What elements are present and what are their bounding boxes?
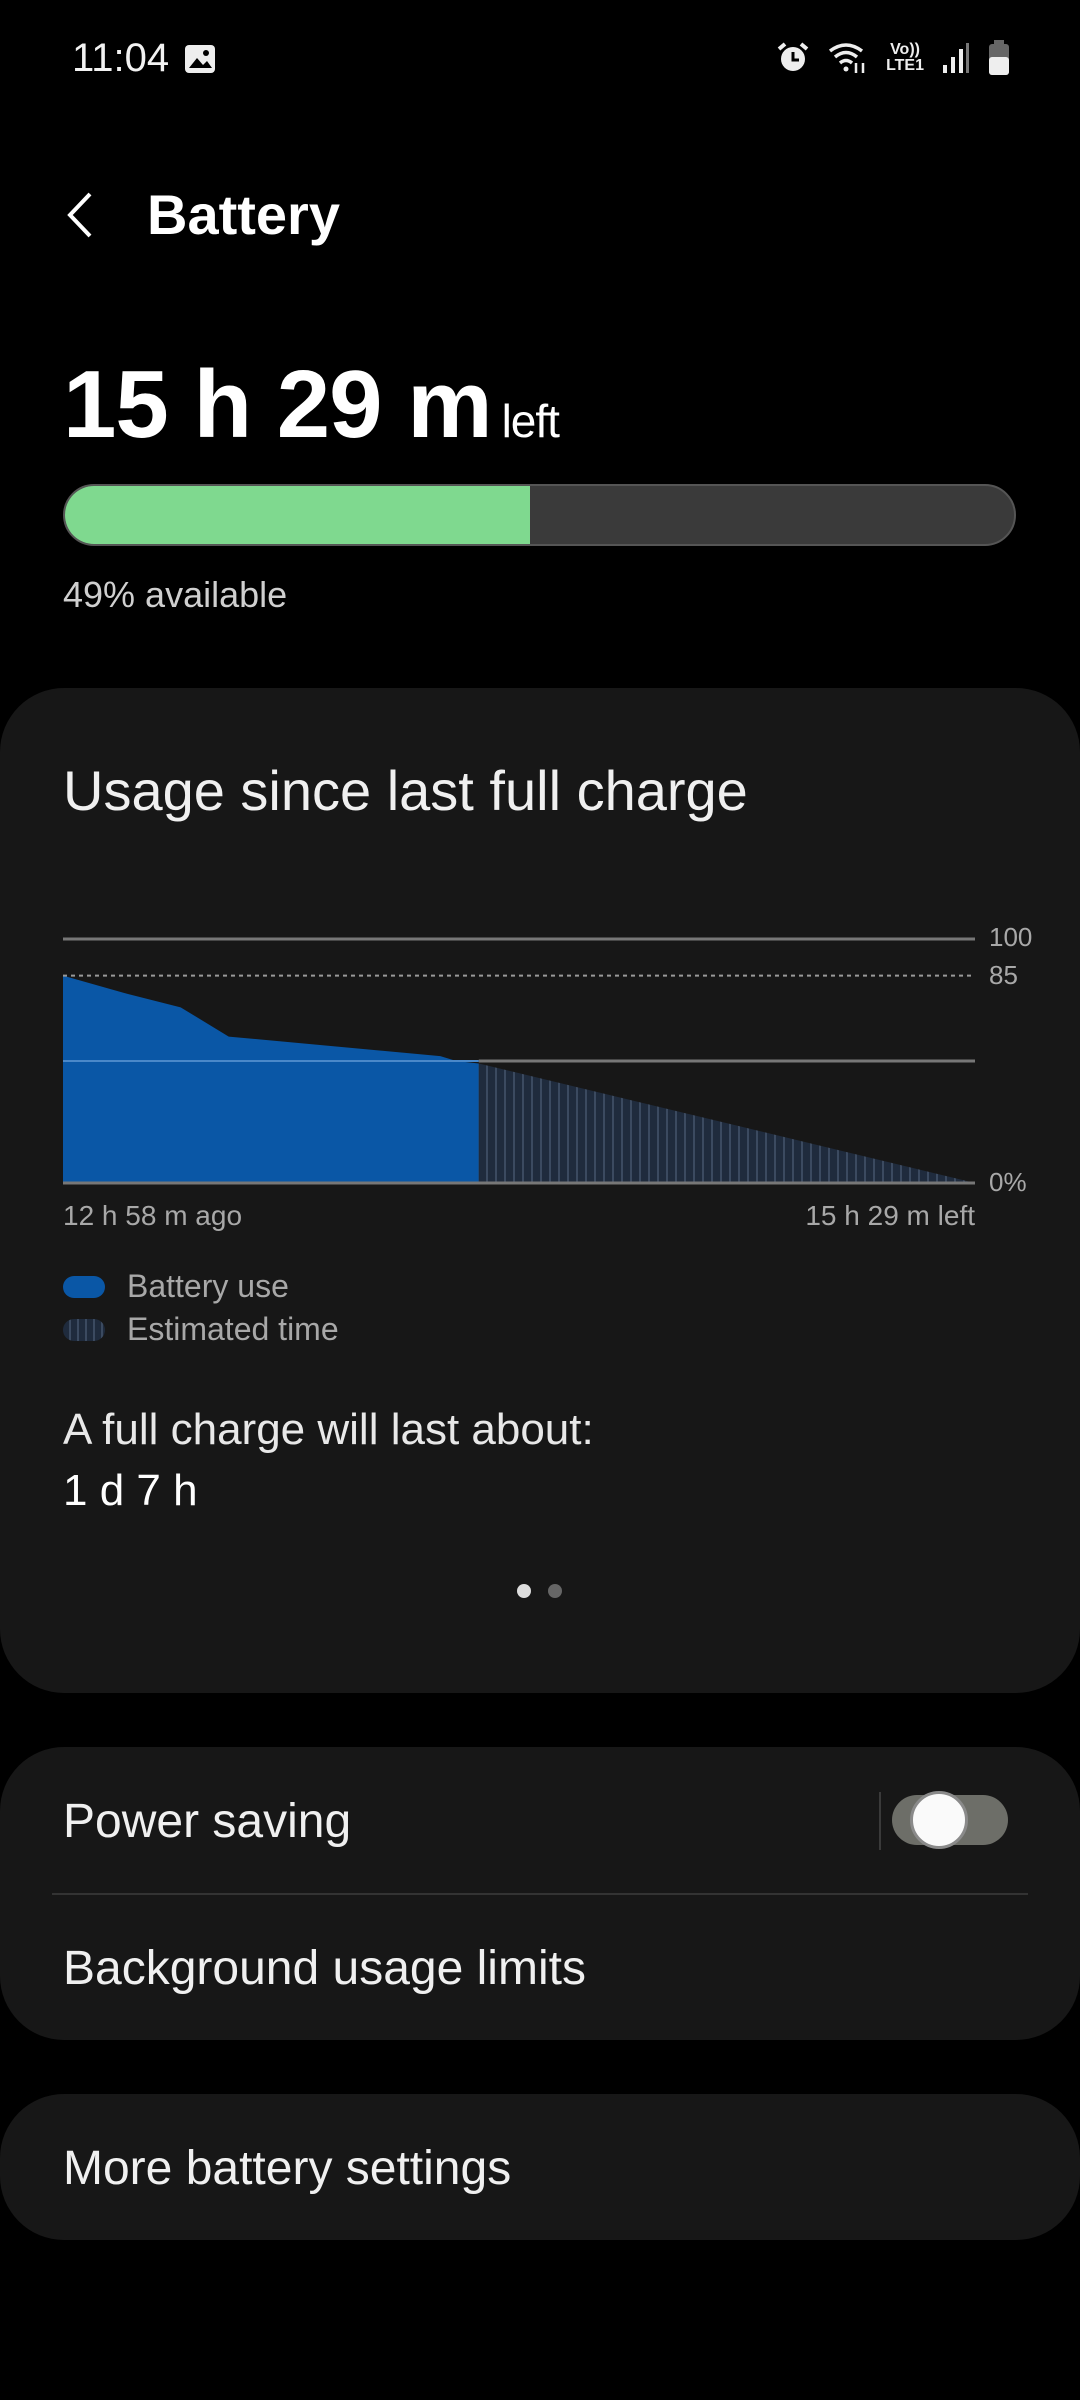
- time-left: 15 h 29 m left: [63, 350, 560, 460]
- full-charge-label: A full charge will last about:: [63, 1405, 594, 1454]
- battery-icon: [989, 40, 1009, 75]
- battery-use-area: [63, 975, 479, 1183]
- more-battery-settings-row[interactable]: More battery settings: [63, 2142, 512, 2195]
- status-time: 11:04: [72, 36, 170, 80]
- page-dot[interactable]: [548, 1584, 562, 1598]
- legend-estimated-time: Estimated time: [63, 1311, 339, 1348]
- status-icons: Vo)) LTE1: [776, 40, 1010, 76]
- battery-usage-chart: [63, 937, 975, 1185]
- legend-battery-use: Battery use: [63, 1268, 289, 1305]
- volte-lte1-icon: Vo)) LTE1: [886, 42, 924, 74]
- lte-label: LTE1: [886, 57, 924, 74]
- more-settings-card[interactable]: [0, 2094, 1080, 2240]
- estimated-time-swatch: [63, 1318, 105, 1341]
- x-tick-end: 15 h 29 m left: [805, 1200, 975, 1231]
- time-left-suffix: left: [501, 395, 560, 447]
- page-title: Battery: [147, 183, 340, 246]
- battery-level-fill: [65, 486, 530, 544]
- legend-label: Estimated time: [127, 1311, 339, 1347]
- usage-card[interactable]: [0, 688, 1080, 1693]
- row-separator: [879, 1792, 881, 1850]
- page-dot-active[interactable]: [517, 1584, 531, 1598]
- divider: [52, 1893, 1028, 1895]
- battery-use-swatch: [63, 1275, 105, 1298]
- x-tick-start: 12 h 58 m ago: [63, 1200, 243, 1231]
- back-chevron-left-icon[interactable]: [62, 190, 102, 240]
- available-percent: 49% available: [63, 574, 288, 615]
- y-tick-100: 100: [989, 922, 1033, 952]
- usage-card-title: Usage since last full charge: [63, 759, 748, 822]
- y-tick-0: 0%: [989, 1167, 1027, 1197]
- estimated-time-area: [478, 1063, 975, 1183]
- time-left-value: 15 h 29 m: [63, 351, 493, 458]
- battery-level-bar: [63, 484, 1016, 546]
- gallery-icon: [185, 45, 215, 73]
- wifi-icon: [829, 43, 865, 73]
- full-charge-value: 1 d 7 h: [63, 1466, 198, 1515]
- toggle-thumb: [910, 1791, 968, 1849]
- power-saving-toggle[interactable]: [892, 1791, 1008, 1849]
- volte-label: Vo)): [890, 41, 920, 58]
- legend-label: Battery use: [127, 1268, 289, 1304]
- power-saving-row[interactable]: Power saving: [63, 1795, 352, 1848]
- signal-icon: [943, 43, 969, 73]
- y-tick-85: 85: [989, 960, 1018, 990]
- alarm-icon: [777, 42, 809, 71]
- background-usage-limits-row[interactable]: Background usage limits: [63, 1942, 586, 1995]
